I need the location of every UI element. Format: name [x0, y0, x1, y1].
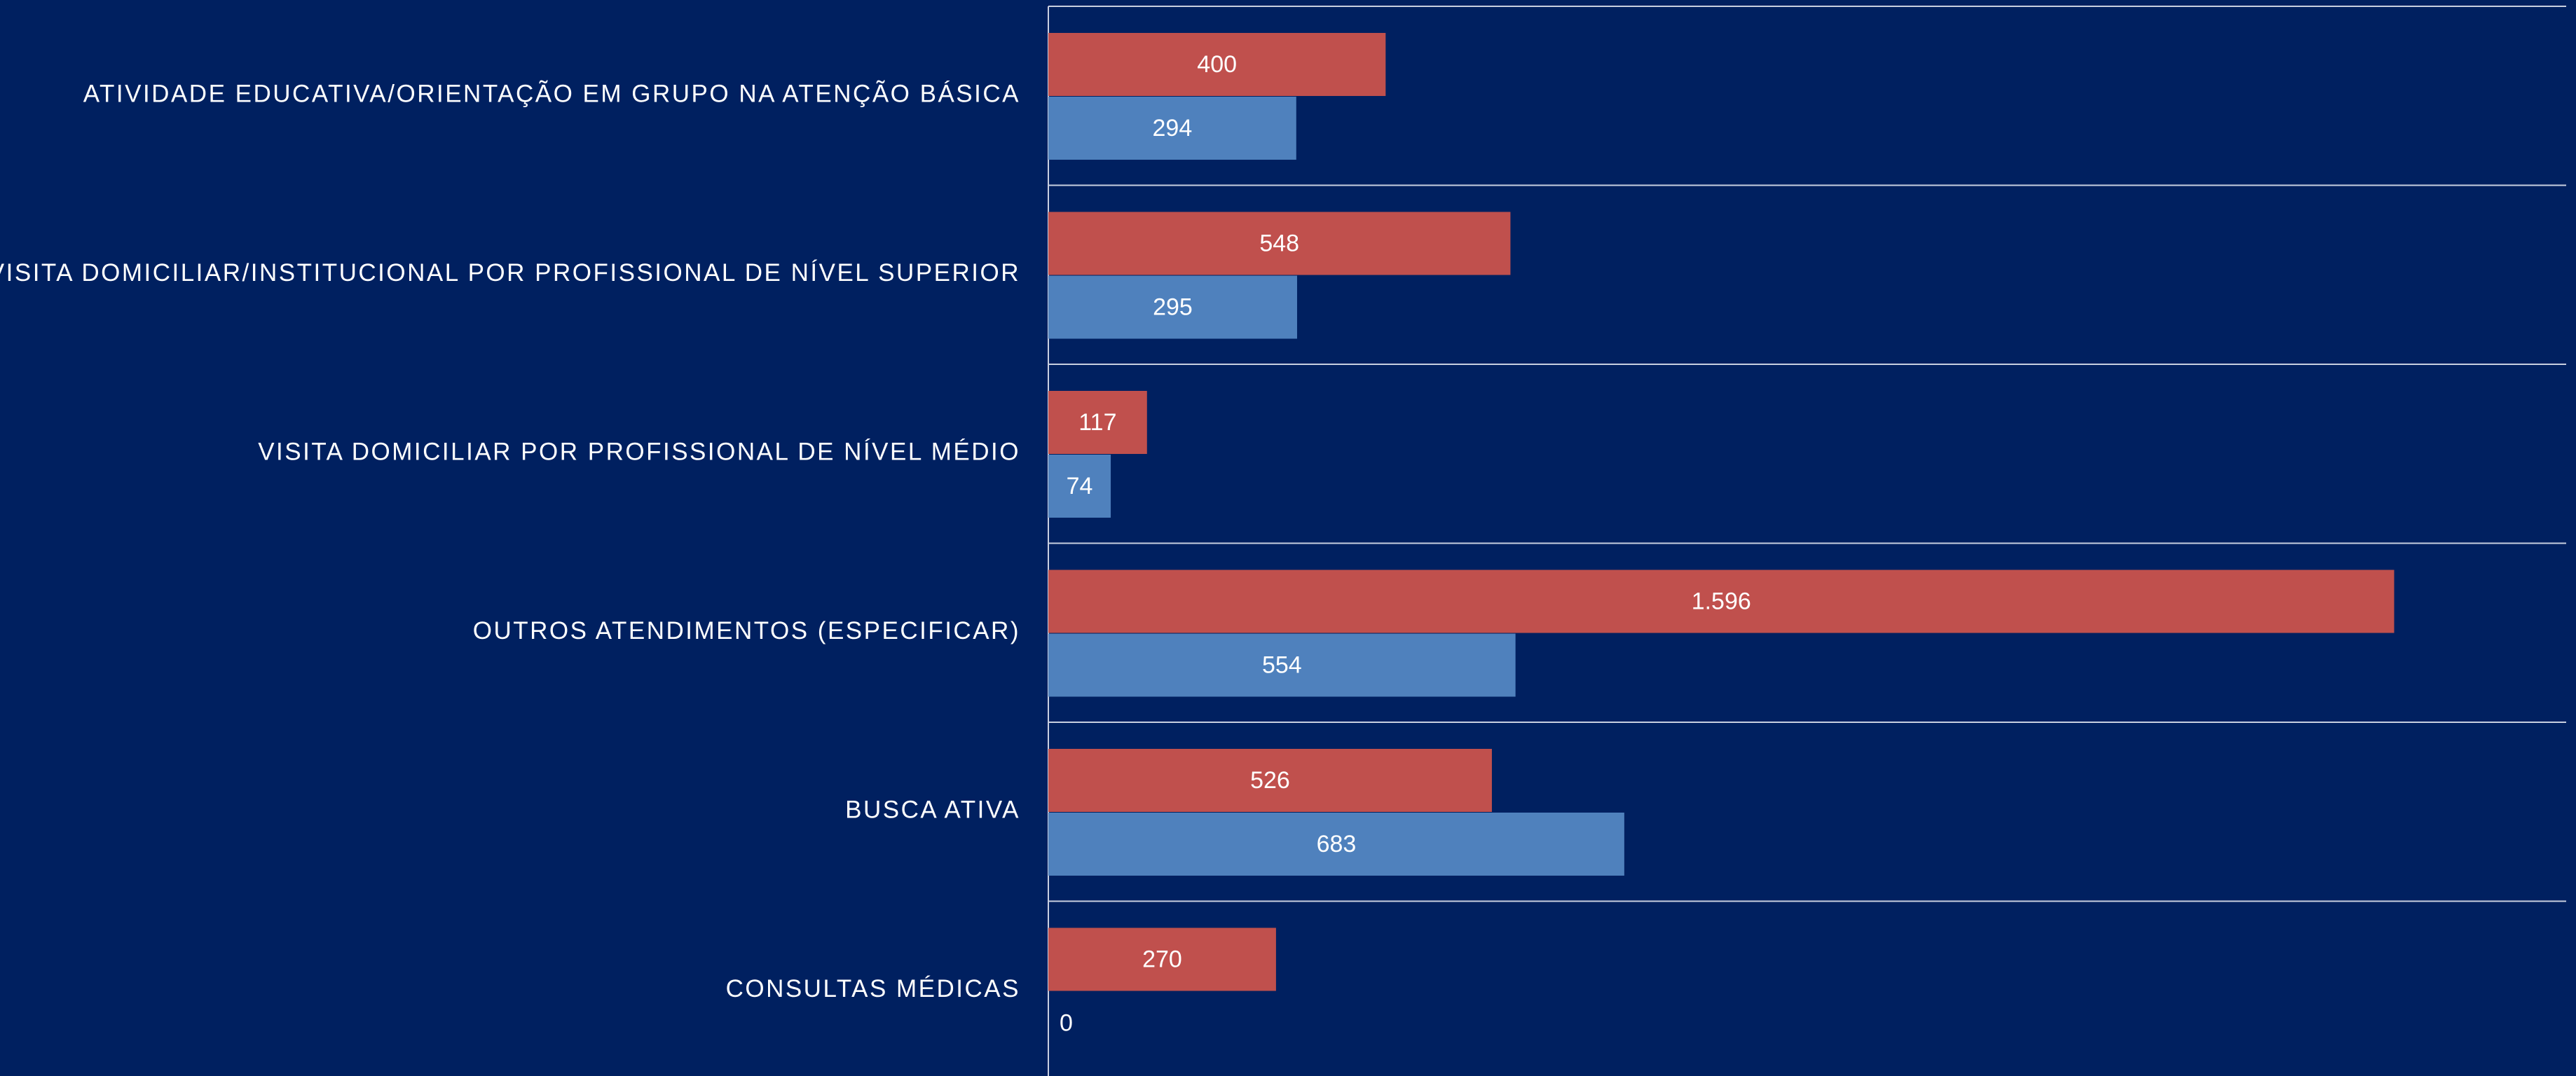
bar: [1048, 391, 1147, 454]
bar: [1048, 813, 1624, 876]
value-label: 554: [1262, 651, 1302, 678]
category-label: OUTROS ATENDIMENTOS (ESPECIFICAR): [473, 617, 1020, 644]
category-label: BUSCA ATIVA: [845, 796, 1020, 823]
bar: [1048, 633, 1516, 697]
value-label: 1.596: [1692, 588, 1751, 614]
value-label: 295: [1153, 294, 1193, 320]
value-label: 74: [1067, 473, 1093, 499]
bar: [1048, 97, 1296, 160]
bar: [1048, 33, 1386, 96]
bar: [1048, 275, 1297, 339]
bar: [1048, 212, 1511, 275]
value-label: 683: [1317, 831, 1357, 857]
value-label: 117: [1078, 409, 1116, 436]
value-label: 294: [1153, 115, 1193, 142]
value-label: 270: [1142, 946, 1182, 972]
value-label: 0: [1060, 1009, 1073, 1036]
bar: [1048, 455, 1111, 518]
category-label: ATIVIDADE EDUCATIVA/ORIENTAÇÃO EM GRUPO …: [83, 80, 1020, 107]
category-label: VISITA DOMICILIAR/INSTITUCIONAL POR PROF…: [0, 259, 1020, 287]
bar: [1048, 927, 1276, 991]
value-label: 548: [1259, 230, 1299, 256]
category-label: VISITA DOMICILIAR POR PROFISSIONAL DE NÍ…: [258, 438, 1020, 465]
bar: [1048, 749, 1492, 812]
value-label: 526: [1250, 767, 1290, 794]
value-label: 400: [1197, 51, 1237, 78]
bar: [1048, 570, 2395, 633]
category-label: CONSULTAS MÉDICAS: [726, 975, 1020, 1002]
